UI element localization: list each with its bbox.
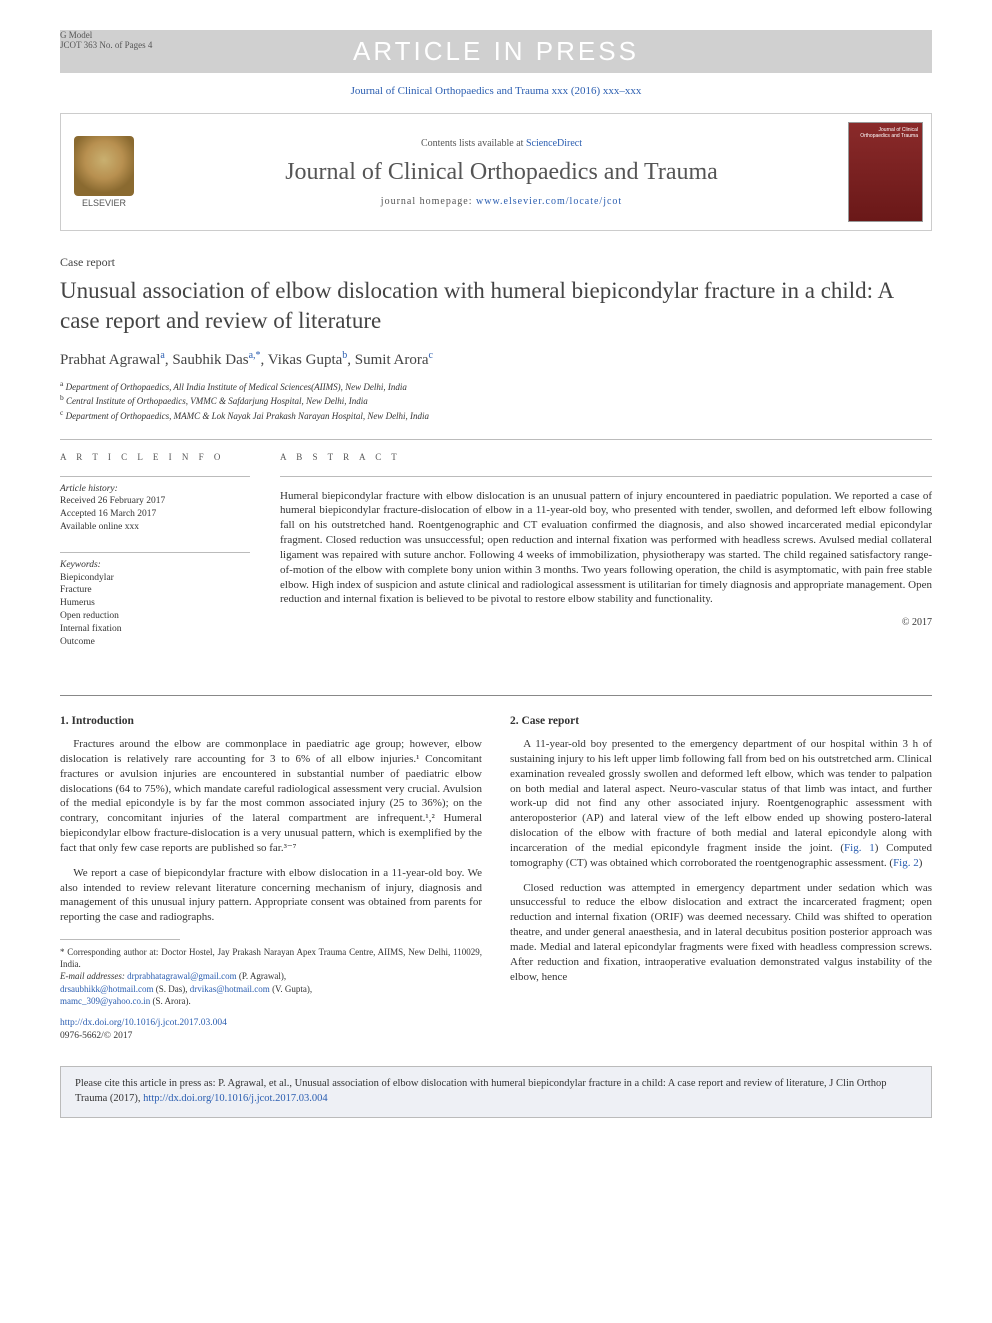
sciencedirect-link[interactable]: ScienceDirect [526,138,582,149]
journal-reference-line: Journal of Clinical Orthopaedics and Tra… [60,85,932,97]
homepage-prefix: journal homepage: [381,196,476,207]
citation-doi-link[interactable]: http://dx.doi.org/10.1016/j.jcot.2017.03… [143,1093,327,1104]
authors-line: Prabhat Agrawala, Saubhik Dasa,*, Vikas … [60,350,932,369]
email-link[interactable]: mamc_309@yahoo.co.in [60,996,150,1006]
case-paragraph-1: A 11-year-old boy presented to the emerg… [510,737,932,871]
elsevier-text: ELSEVIER [82,198,126,208]
doi-block: http://dx.doi.org/10.1016/j.jcot.2017.03… [60,1017,482,1043]
article-info-label: A R T I C L E I N F O [60,452,250,462]
elsevier-tree-icon [74,136,134,196]
article-history-block: Article history: Received 26 February 20… [60,483,250,534]
email-link[interactable]: drsaubhikk@hotmail.com [60,984,154,994]
issn: 0976-5662/© 2017 [60,1031,132,1041]
gmodel-line1: G Model [60,30,152,40]
body-column-right: 2. Case report A 11-year-old boy present… [510,714,932,1043]
keyword: Biepicondylar [60,572,250,585]
case-paragraph-2: Closed reduction was attempted in emerge… [510,881,932,985]
history-online: Available online xxx [60,521,250,534]
keyword: Outcome [60,636,250,649]
copyright: © 2017 [280,617,932,628]
emails-label: E-mail addresses: [60,971,125,981]
history-received: Received 26 February 2017 [60,495,250,508]
keyword: Open reduction [60,610,250,623]
keyword: Humerus [60,597,250,610]
abstract-text: Humeral biepicondylar fracture with elbo… [280,489,932,608]
journal-header-box: ELSEVIER Contents lists available at Sci… [60,113,932,231]
article-info-column: A R T I C L E I N F O Article history: R… [60,452,250,667]
doi-link[interactable]: http://dx.doi.org/10.1016/j.jcot.2017.03… [60,1018,227,1028]
divider [60,439,932,440]
abstract-label: A B S T R A C T [280,452,932,462]
email-link[interactable]: drvikas@hotmail.com [190,984,270,994]
journal-homepage-line: journal homepage: www.elsevier.com/locat… [155,196,848,207]
cover-text: Journal of Clinical Orthopaedics and Tra… [853,127,918,139]
abstract-column: A B S T R A C T Humeral biepicondylar fr… [280,452,932,667]
email-link[interactable]: drprabhatagrawal@gmail.com [127,971,237,981]
case-heading: 2. Case report [510,714,932,730]
intro-heading: 1. Introduction [60,714,482,730]
keyword: Internal fixation [60,623,250,636]
keywords-label: Keywords: [60,559,250,572]
article-title: Unusual association of elbow dislocation… [60,276,932,336]
journal-cover-thumbnail: Journal of Clinical Orthopaedics and Tra… [848,122,923,222]
body-column-left: 1. Introduction Fractures around the elb… [60,714,482,1043]
affiliation-b: b Central Institute of Orthopaedics, VMM… [60,393,932,408]
contents-lists-line: Contents lists available at ScienceDirec… [155,138,848,149]
intro-paragraph-1: Fractures around the elbow are commonpla… [60,737,482,856]
homepage-link[interactable]: www.elsevier.com/locate/jcot [476,196,622,207]
divider [60,695,932,696]
email-addresses: E-mail addresses: drprabhatagrawal@gmail… [60,970,482,1006]
gmodel-header: G Model JCOT 363 No. of Pages 4 [60,30,152,50]
citation-box: Please cite this article in press as: P.… [60,1066,932,1117]
affiliation-c: c Department of Orthopaedics, MAMC & Lok… [60,408,932,423]
affiliation-a: a Department of Orthopaedics, All India … [60,379,932,394]
keywords-block: Keywords: Biepicondylar Fracture Humerus… [60,559,250,649]
gmodel-line2: JCOT 363 No. of Pages 4 [60,40,152,50]
journal-title: Journal of Clinical Orthopaedics and Tra… [155,159,848,186]
article-in-press-watermark: ARTICLE IN PRESS [60,30,932,73]
contents-prefix: Contents lists available at [421,138,526,149]
corresponding-author: * Corresponding author at: Doctor Hostel… [60,946,482,970]
elsevier-logo: ELSEVIER [69,127,139,217]
footnote-separator [60,939,180,940]
affiliations: a Department of Orthopaedics, All India … [60,379,932,423]
article-type: Case report [60,255,932,270]
keyword: Fracture [60,584,250,597]
history-accepted: Accepted 16 March 2017 [60,508,250,521]
history-label: Article history: [60,483,250,496]
footnotes: * Corresponding author at: Doctor Hostel… [60,946,482,1007]
journal-header-center: Contents lists available at ScienceDirec… [155,138,848,207]
intro-paragraph-2: We report a case of biepicondylar fractu… [60,866,482,925]
